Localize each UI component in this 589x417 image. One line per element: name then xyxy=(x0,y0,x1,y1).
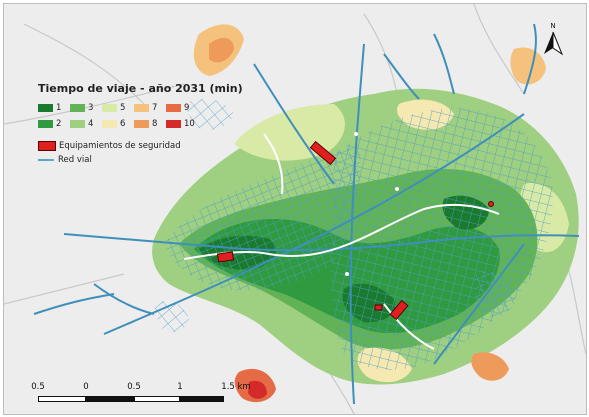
scale-label-3: 1 xyxy=(177,382,183,392)
legend-swatch-7 xyxy=(134,104,149,112)
legend-class-1: 1 xyxy=(38,101,68,115)
north-arrow-icon xyxy=(544,31,564,56)
legend-class-label: 10 xyxy=(184,119,195,129)
scale-label-2: 0.5 xyxy=(127,382,141,392)
zone-class-8-nw xyxy=(209,37,234,63)
legend-class-9: 9 xyxy=(166,101,196,115)
facility-swatch xyxy=(38,141,56,151)
legend-swatch-2 xyxy=(38,120,53,128)
facility-north xyxy=(309,140,337,166)
legend-swatch-1 xyxy=(38,104,53,112)
legend-swatch-3 xyxy=(70,104,85,112)
scale-seg-0 xyxy=(38,396,86,402)
legend-class-2: 2 xyxy=(38,117,68,131)
legend-class-label: 8 xyxy=(152,119,158,129)
scale-label-1: 0 xyxy=(83,382,89,392)
legend-swatch-6 xyxy=(102,120,117,128)
map-frame: Tiempo de viaje - año 2031 (min) 1 3 5 7 9 2 4… xyxy=(3,3,587,415)
legend-class-label: 7 xyxy=(152,103,158,113)
map-legend: Tiempo de viaje - año 2031 (min) 1 3 5 7 9 2 4… xyxy=(38,82,243,165)
legend-class-10: 10 xyxy=(166,117,196,131)
legend-swatch-4 xyxy=(70,120,85,128)
legend-road-row: Red vial xyxy=(38,155,238,165)
legend-class-label: 3 xyxy=(88,103,94,113)
legend-class-4: 4 xyxy=(70,117,100,131)
legend-class-label: 4 xyxy=(88,119,94,129)
point-markers xyxy=(345,132,399,276)
zone-class-7-ne xyxy=(510,47,546,85)
scale-seg-1 xyxy=(86,396,134,402)
scale-bar: 0.5 0 0.5 1 1.5 km xyxy=(31,382,262,410)
legend-swatch-9 xyxy=(166,104,181,112)
north-label: N xyxy=(550,22,556,30)
scale-label-4: 1.5 km xyxy=(221,382,251,392)
legend-road-label: Red vial xyxy=(58,155,92,165)
legend-class-label: 9 xyxy=(184,103,190,113)
road-swatch xyxy=(38,159,54,161)
facility-south xyxy=(374,304,383,311)
north-arrow: N xyxy=(540,22,566,56)
legend-class-label: 6 xyxy=(120,119,126,129)
scale-seg-2 xyxy=(134,396,180,402)
zone-class-10-se xyxy=(248,380,267,399)
legend-class-label: 2 xyxy=(56,119,62,129)
facility-east-dot xyxy=(488,201,494,207)
legend-swatch-5 xyxy=(102,104,117,112)
legend-class-8: 8 xyxy=(134,117,164,131)
legend-class-grid: 1 3 5 7 9 2 4 6 8 10 xyxy=(38,101,238,131)
legend-swatch-10 xyxy=(166,120,181,128)
legend-swatch-8 xyxy=(134,120,149,128)
main-roads xyxy=(33,23,580,405)
security-facilities xyxy=(216,140,494,321)
legend-class-label: 1 xyxy=(56,103,62,113)
scale-label-0: 0.5 xyxy=(31,382,45,392)
legend-facilities-row: Equipamientos de seguridad xyxy=(38,141,238,151)
facility-south-east xyxy=(389,299,409,321)
legend-class-6: 6 xyxy=(102,117,132,131)
legend-facilities-label: Equipamientos de seguridad xyxy=(59,141,181,151)
rivers xyxy=(183,133,500,350)
facility-west xyxy=(216,251,235,263)
legend-class-label: 5 xyxy=(120,103,126,113)
legend-class-5: 5 xyxy=(102,101,132,115)
scale-seg-3 xyxy=(180,396,224,402)
travel-time-map xyxy=(4,4,586,414)
legend-class-7: 7 xyxy=(134,101,164,115)
zone-class-8-se xyxy=(471,352,509,381)
legend-class-3: 3 xyxy=(70,101,100,115)
legend-title: Tiempo de viaje - año 2031 (min) xyxy=(38,82,243,95)
